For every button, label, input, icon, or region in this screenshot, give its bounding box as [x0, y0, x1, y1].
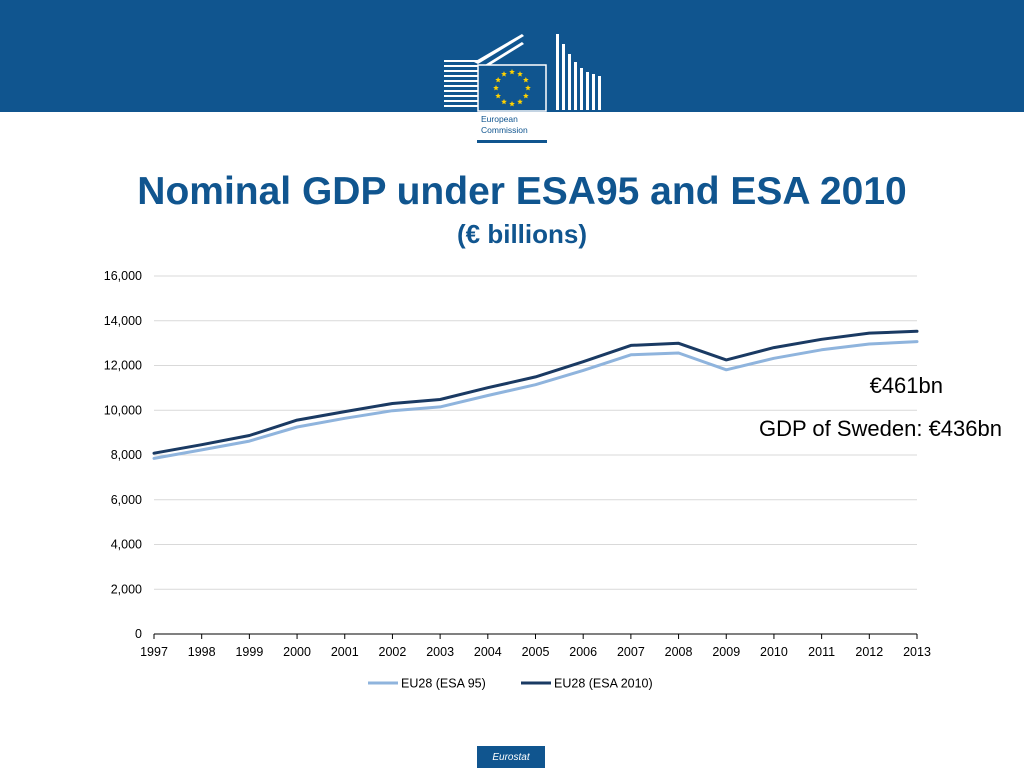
y-tick-label: 6,000: [111, 493, 142, 507]
logo-text: European Commission: [481, 114, 551, 136]
eu-star-icon: [523, 93, 529, 99]
european-commission-logo: [444, 34, 601, 112]
eu-star-icon: [493, 85, 499, 91]
x-tick-label: 1999: [235, 645, 263, 659]
y-tick-label: 14,000: [104, 314, 142, 328]
gdp-line-chart: 0 2,000 4,000 6,000 8,000 10,000 12,000 14,000 1…: [104, 269, 931, 691]
legend-label: EU28 (ESA 2010): [554, 677, 653, 691]
y-tick-label: 8,000: [111, 448, 142, 462]
x-tick-label: 2007: [617, 645, 645, 659]
y-tick-label: 0: [135, 627, 142, 641]
building-left-icon: [444, 34, 524, 107]
eurostat-footer-tab: Eurostat: [477, 746, 545, 768]
eu-star-icon: [501, 71, 507, 77]
x-tick-label: 2013: [903, 645, 931, 659]
x-tick-label: 1997: [140, 645, 168, 659]
x-axis-tick-labels: 1997 1998 1999 2000 2001 2002 2003 2004 2005 2006…: [140, 645, 931, 659]
annotation-comparison: GDP of Sweden: €436bn: [759, 416, 1002, 441]
eu-star-icon: [501, 98, 507, 105]
eu-star-icon: [517, 98, 523, 105]
x-tick-label: 2001: [331, 645, 359, 659]
x-tick-label: 1998: [188, 645, 216, 659]
x-tick-label: 2004: [474, 645, 502, 659]
logo-text-line2: Commission: [481, 125, 528, 135]
x-tick-label: 2003: [426, 645, 454, 659]
y-tick-label: 12,000: [104, 359, 142, 373]
eu-star-icon: [523, 77, 529, 83]
x-tick-label: 2009: [712, 645, 740, 659]
x-tick-label: 2002: [379, 645, 407, 659]
page-subtitle: (€ billions): [457, 219, 587, 249]
logo-text-line1: European: [481, 114, 518, 124]
page-title: Nominal GDP under ESA95 and ESA 2010: [137, 170, 907, 213]
eu-star-icon: [509, 69, 515, 75]
y-tick-label: 16,000: [104, 269, 142, 283]
eu-star-icon: [517, 71, 523, 77]
x-tick-label: 2011: [808, 645, 835, 659]
y-axis-tick-labels: 0 2,000 4,000 6,000 8,000 10,000 12,000 14,000 1…: [104, 269, 142, 641]
eu-star-icon: [495, 93, 501, 99]
x-tick-label: 2010: [760, 645, 788, 659]
x-axis: [153, 633, 918, 639]
y-tick-label: 2,000: [111, 582, 142, 596]
annotation-value: €461bn: [869, 373, 943, 398]
logo-underline: [477, 140, 547, 143]
chart-gridlines: [154, 275, 917, 590]
building-right-icon: [556, 34, 601, 110]
x-tick-label: 2006: [569, 645, 597, 659]
x-tick-label: 2005: [522, 645, 550, 659]
series-line-1: [152, 340, 919, 460]
chart-legend: EU28 (ESA 95) EU28 (ESA 2010): [368, 677, 653, 691]
x-tick-label: 2008: [665, 645, 693, 659]
eu-stars-icon: [493, 69, 531, 107]
eu-star-icon: [509, 101, 515, 107]
y-tick-label: 10,000: [104, 403, 142, 417]
x-tick-label: 2000: [283, 645, 311, 659]
series-line-2: [152, 329, 919, 455]
y-tick-label: 4,000: [111, 538, 142, 552]
chart-series-lines: [152, 329, 919, 460]
eu-star-icon: [525, 85, 531, 91]
legend-label: EU28 (ESA 95): [401, 677, 486, 691]
eu-star-icon: [495, 77, 501, 83]
x-tick-label: 2012: [855, 645, 883, 659]
